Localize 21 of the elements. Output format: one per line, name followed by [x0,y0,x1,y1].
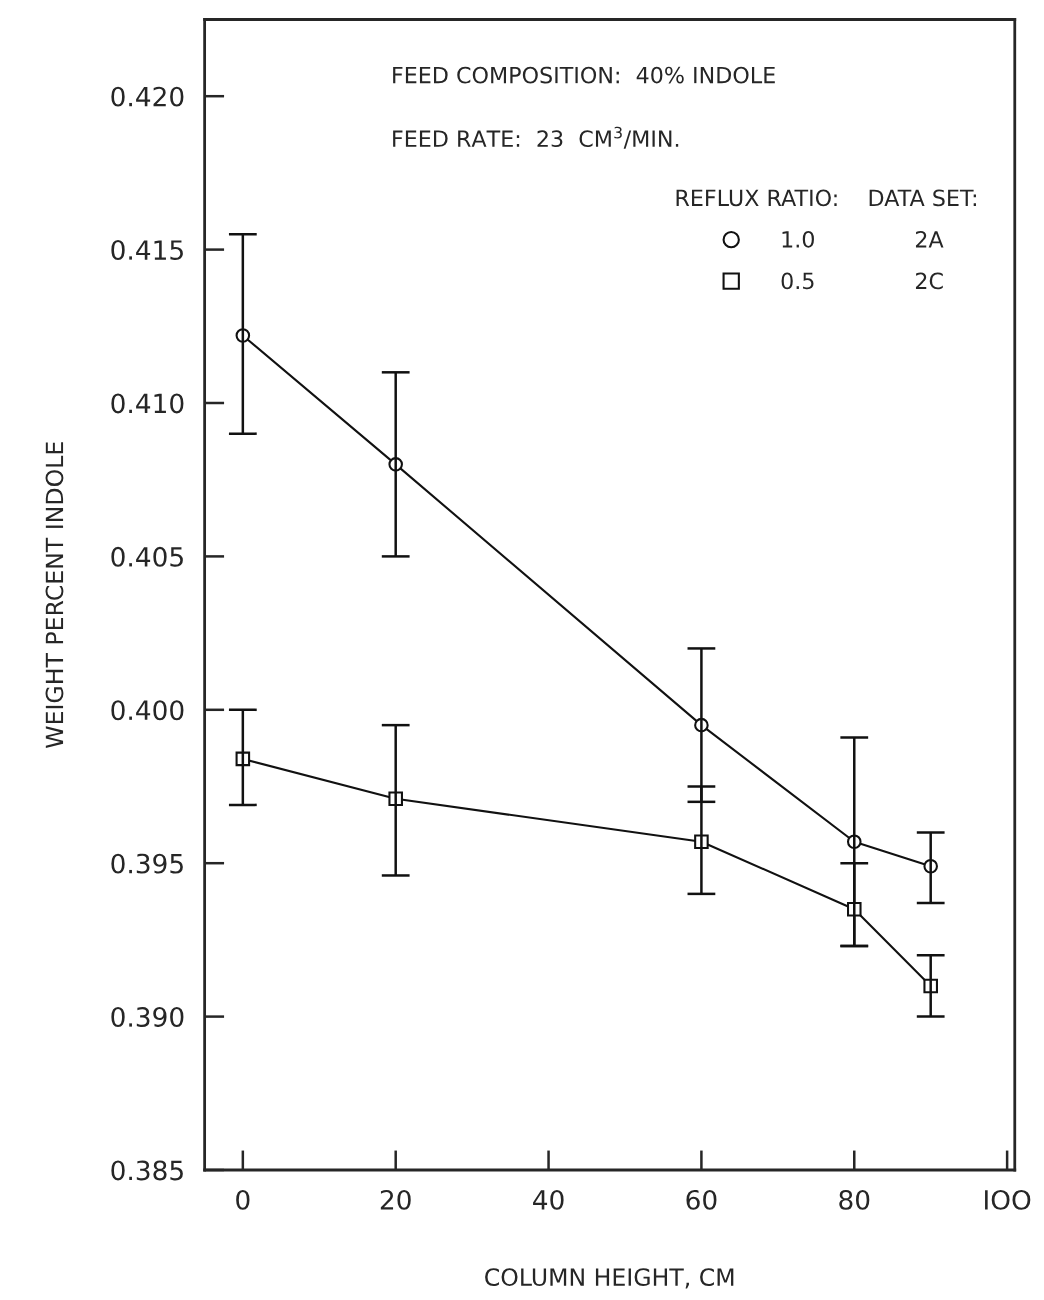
y-tick-label: 0.395 [111,853,183,874]
y-tick-label: 0.405 [111,546,183,567]
y-tick-label: 0.420 [111,86,184,107]
legend-title: REFLUX RATIO: DATA SET: [676,189,976,207]
legend-label: 0.5 2C [781,272,943,290]
annotation: FEED COMPOSITION: 40% INDOLE [393,66,775,84]
y-tick-label: 0.400 [111,700,184,721]
annotation: FEED RATE: 23 CM$^{3}$/MIN. [393,126,679,149]
y-tick-label: 0.415 [111,240,183,260]
x-tick-label: 0 [236,1189,250,1210]
x-tick-label: 60 [686,1189,717,1210]
x-axis-title: COLUMN HEIGHT, CM [485,1268,734,1289]
x-tick-label: IOO [985,1189,1031,1210]
x-tick-label: 80 [839,1189,870,1210]
x-tick-label: 40 [533,1189,564,1210]
y-tick-label: 0.390 [111,1007,184,1027]
y-axis-title: WEIGHT PERCENT INDOLE [45,442,64,748]
y-tick-label: 0.385 [111,1160,183,1181]
x-tick-label: 20 [380,1189,411,1210]
legend-label: 1.0 2A [782,230,944,248]
y-tick-label: 0.410 [111,393,184,414]
